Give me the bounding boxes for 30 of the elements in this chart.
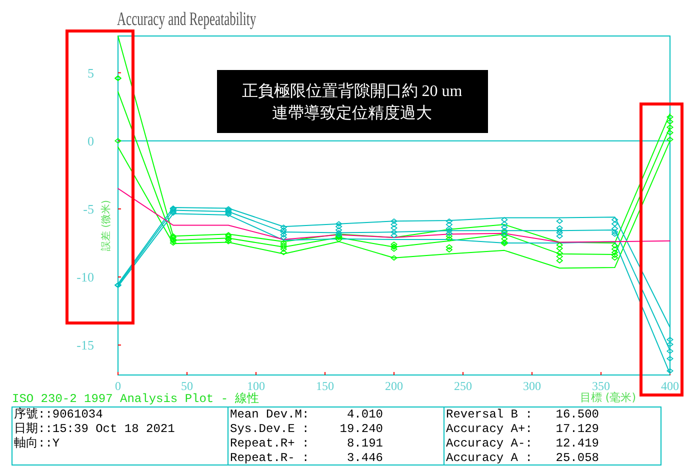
x-axis-title: 目標 (毫米) [580,390,636,404]
x-tick-label: 200 [385,379,403,393]
x-tick-label: 350 [592,379,610,393]
x-tick-label: 400 [661,379,679,393]
y-tick-label: -5 [83,201,94,216]
text: Accuracy A : 25.058 [446,450,599,465]
text: 軸向::Y [14,436,60,450]
x-tick-label: 250 [454,379,472,393]
text: Repeat.R- : 3.446 [230,450,383,465]
text: 序號::9061034 [14,406,103,422]
text: Accuracy A-: 12.419 [446,436,599,450]
x-tick-label: 150 [316,379,334,393]
chart-title: Accuracy and Repeatability [117,10,256,30]
text: Reversal B : 16.500 [446,407,599,422]
x-tick-label: 100 [247,379,265,393]
text: ISO 230-2 1997 Analysis Plot - 線性 [12,392,260,406]
y-tick-label: 0 [88,133,94,148]
text: Sys.Dev.E : 19.240 [230,422,383,436]
text: Mean Dev.M: 4.010 [230,407,383,422]
y-tick-label: -10 [76,269,94,284]
y-axis-title: 誤差 (微米) [100,200,112,251]
x-tick-label: 50 [181,379,193,393]
y-tick-label: 5 [88,65,94,80]
annotation: 正負極限位置背隙開口約 20 um 連帶導致定位精度過大 [242,82,463,122]
x-tick-label: 300 [523,379,541,393]
text: Repeat.R+ : 8.191 [230,436,383,450]
text: Accuracy A+: 17.129 [446,422,599,436]
x-tick-label: 0 [115,379,121,393]
y-tick-label: -15 [76,338,94,353]
text: 日期::15:39 Oct 18 2021 [14,422,175,436]
